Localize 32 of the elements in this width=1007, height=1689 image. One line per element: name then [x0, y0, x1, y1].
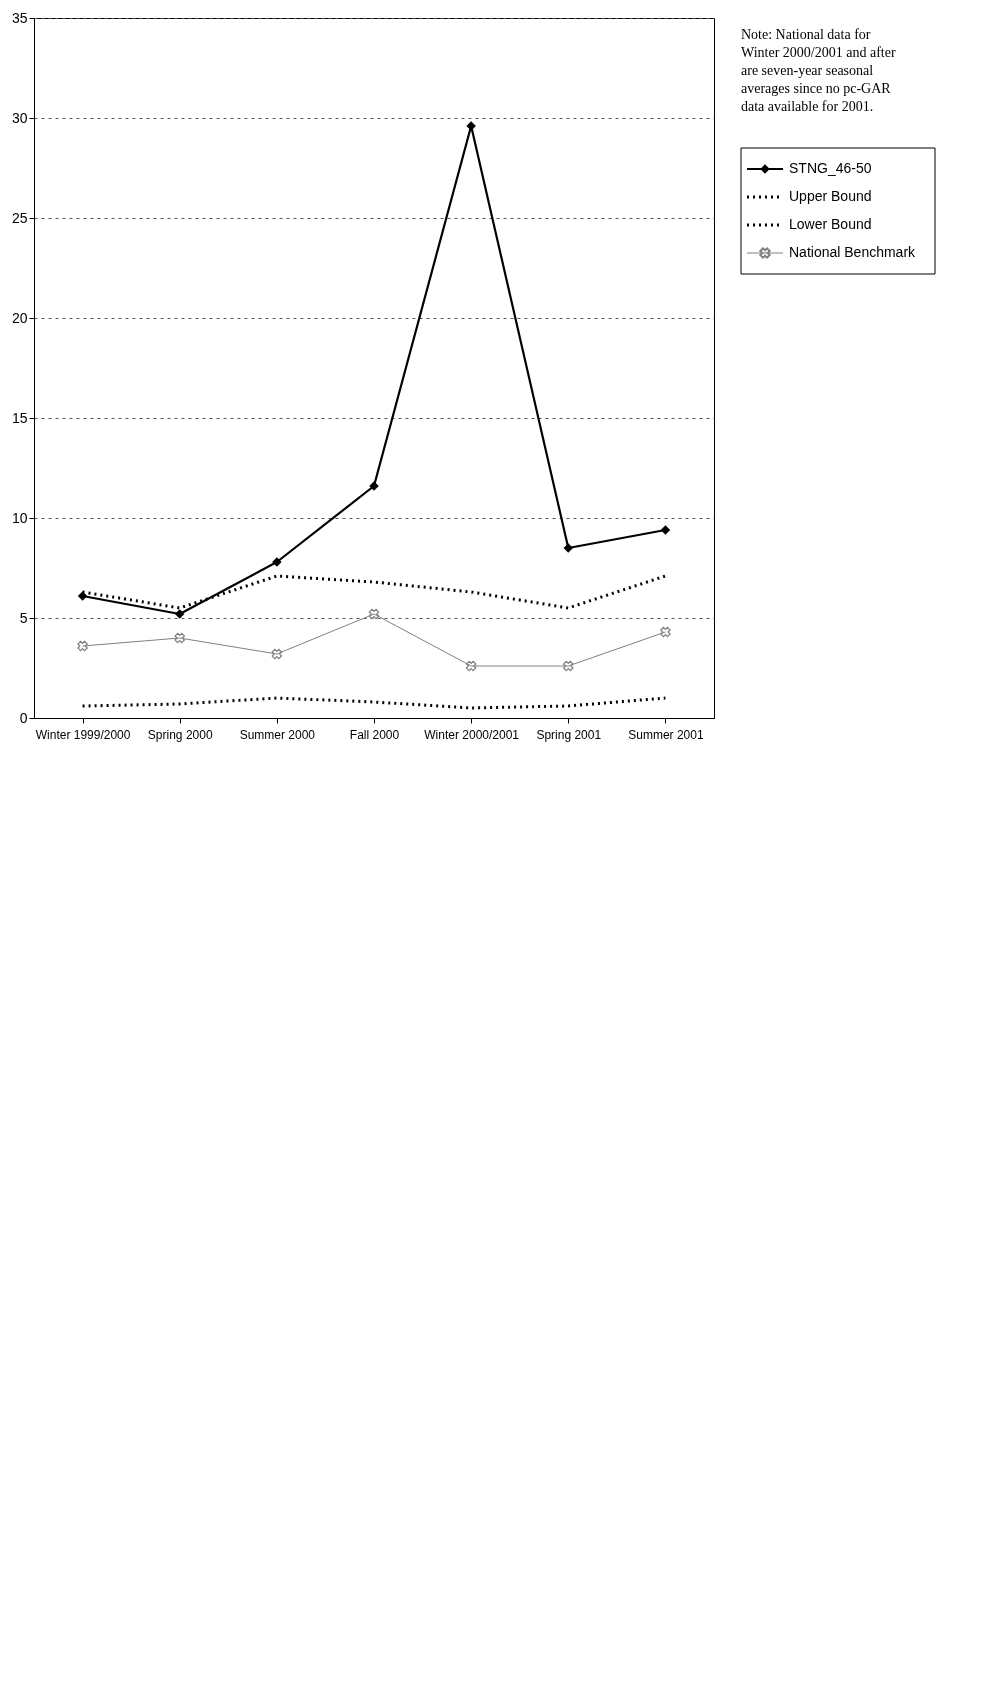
y-tick-label: 15 [11, 409, 28, 426]
point [660, 626, 671, 638]
point [77, 640, 88, 652]
point [563, 543, 574, 553]
legend-label: STNG_46-50 [789, 160, 872, 176]
y-tick-label: 25 [11, 209, 28, 226]
y-tick-label: 30 [11, 109, 28, 126]
x-tick-label: Summer 2000 [239, 727, 316, 742]
x-tick-label: Winter 1999/2000 [35, 727, 131, 742]
x-tick-label: Fall 2000 [349, 727, 400, 742]
point [271, 648, 283, 660]
legend-label: Lower Bound [789, 216, 872, 232]
x-tick-label: Winter 2000/2001 [424, 727, 520, 742]
y-tick-label: 35 [11, 9, 28, 26]
y-tick-label: 5 [19, 609, 28, 626]
y-tick-label: 20 [11, 309, 28, 326]
point [174, 632, 186, 644]
point [660, 525, 671, 535]
point [77, 591, 88, 601]
legend-label: National Benchmark [789, 244, 917, 260]
legend-label: Upper Bound [789, 188, 872, 204]
point [465, 660, 477, 672]
y-tick-label: 0 [19, 709, 28, 726]
point [174, 609, 185, 619]
x-tick-label: Summer 2001 [628, 727, 704, 742]
x-tick-label: Spring 2000 [147, 727, 213, 742]
point [368, 608, 380, 620]
y-tick-label: 10 [11, 509, 28, 526]
x-tick-label: Spring 2001 [536, 727, 602, 742]
text: Note: National data for Winter 2000/2001 and after are seven-year seasonal averages since no pc-GAR data available for 2001. [741, 27, 896, 114]
point [562, 660, 574, 672]
line-series [81, 696, 667, 710]
